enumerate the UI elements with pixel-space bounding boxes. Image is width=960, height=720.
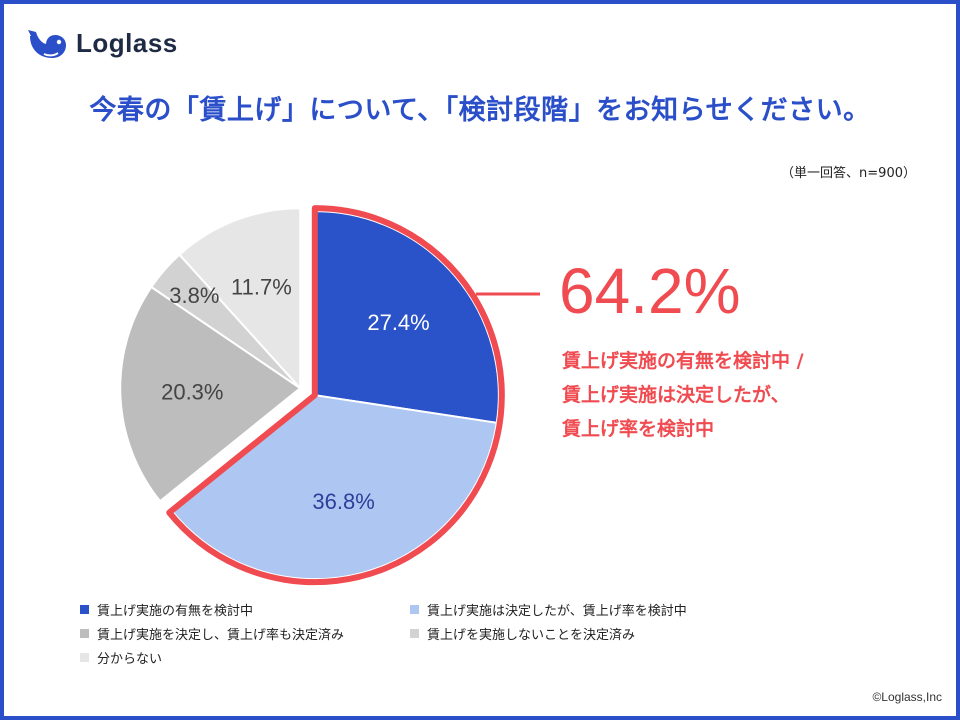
legend-swatch xyxy=(410,629,419,638)
legend-swatch xyxy=(410,605,419,614)
legend-item: 分からない xyxy=(80,648,162,667)
pie-slice-4 xyxy=(178,207,302,391)
slice-label-2: 20.3% xyxy=(161,380,223,405)
legend-label: 賃上げを実施しないことを決定済み xyxy=(427,628,636,643)
pie-chart: 27.4% 36.8% 20.3% 3.8% 11.7% xyxy=(119,205,540,586)
highlight-outline xyxy=(166,205,505,586)
slice-label-4: 11.7% xyxy=(231,274,292,299)
slice-label-1: 36.8% xyxy=(312,489,374,514)
callout-line-1: 賃上げ実施の有無を検討中 / xyxy=(562,350,804,372)
whale-icon xyxy=(28,30,66,58)
sample-note: （単一回答、n=900） xyxy=(781,166,916,181)
legend-swatch xyxy=(80,653,89,662)
callout-line-2: 賃上げ実施は決定したが、 xyxy=(562,384,790,406)
legend-item: 賃上げを実施しないことを決定済み xyxy=(410,624,635,643)
logo-text: Loglass xyxy=(76,27,178,58)
legend-item: 賃上げ実施は決定したが、賃上げ率を検討中 xyxy=(410,600,687,619)
legend-item: 賃上げ実施を決定し、賃上げ率も決定済み xyxy=(80,624,344,643)
copyright: ©Loglass,Inc xyxy=(872,690,942,704)
page-title: 今春の「賃上げ」について、「検討段階」をお知らせください。 xyxy=(89,95,871,126)
legend-label: 賃上げ実施は決定したが、賃上げ率を検討中 xyxy=(427,604,687,619)
callout-percentage: 64.2% xyxy=(559,255,741,327)
callout-line-3: 賃上げ率を検討中 xyxy=(562,418,715,440)
legend-label: 分からない xyxy=(97,652,163,667)
legend-item: 賃上げ実施の有無を検討中 xyxy=(80,600,253,619)
pie-slice-2 xyxy=(119,285,302,503)
slice-label-0: 27.4% xyxy=(367,310,429,335)
callout-description: 賃上げ実施の有無を検討中 / 賃上げ実施は決定したが、 賃上げ率を検討中 xyxy=(562,344,804,446)
legend-label: 賃上げ実施を決定し、賃上げ率も決定済み xyxy=(97,628,345,643)
legend-swatch xyxy=(80,605,89,614)
legend-swatch xyxy=(80,629,89,638)
slice-label-3: 3.8% xyxy=(169,283,219,308)
brand-logo: Loglass xyxy=(26,26,178,60)
pie-slice-0 xyxy=(313,210,500,424)
legend-label: 賃上げ実施の有無を検討中 xyxy=(97,604,254,619)
